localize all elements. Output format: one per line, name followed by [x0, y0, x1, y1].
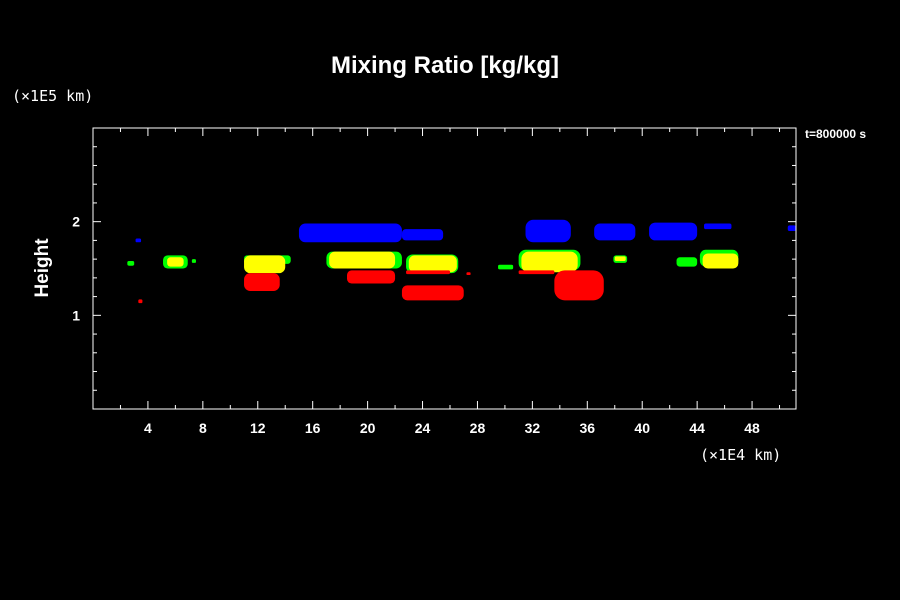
x-tick-label: 32 — [525, 420, 541, 436]
region-blue-2 — [525, 219, 571, 243]
x-tick-label: 4 — [144, 420, 152, 436]
region-blue-7 — [135, 238, 142, 243]
x-tick-labels: 4 8 12 16 20 24 28 32 36 40 44 48 — [144, 420, 760, 436]
region-red-26 — [554, 270, 604, 301]
region-red-17 — [347, 270, 396, 284]
region-blue-4 — [649, 222, 698, 241]
x-tick-label: 8 — [199, 420, 207, 436]
x-tick-label: 48 — [744, 420, 760, 436]
region-yellow-11 — [167, 257, 184, 267]
axis-ticks — [93, 128, 796, 409]
region-blue-0 — [298, 223, 402, 243]
x-tick-label: 16 — [305, 420, 321, 436]
y-axis-label: Height — [32, 238, 53, 298]
region-blue-3 — [594, 223, 636, 241]
plot-area — [92, 127, 797, 410]
region-green-10 — [191, 259, 196, 263]
region-yellow-16 — [329, 251, 396, 269]
region-yellow-28 — [614, 256, 626, 262]
region-yellow-24 — [521, 251, 578, 273]
region-blue-6 — [787, 225, 796, 232]
region-red-21 — [401, 285, 464, 301]
y-unit-label: (×1E5 km) — [12, 87, 93, 105]
x-unit-label: (×1E4 km) — [700, 446, 781, 464]
mixing-ratio-regions — [127, 219, 796, 304]
x-tick-label: 36 — [580, 420, 596, 436]
region-blue-1 — [401, 229, 444, 241]
y-tick-label: 1 — [72, 307, 80, 323]
y-tick-labels: 12 — [72, 214, 80, 324]
region-blue-5 — [704, 223, 732, 230]
region-green-22 — [498, 264, 514, 270]
region-green-29 — [676, 257, 698, 267]
x-tick-label: 12 — [250, 420, 266, 436]
time-label: t=800000 s — [805, 127, 866, 141]
region-red-32 — [138, 299, 143, 304]
x-tick-label: 20 — [360, 420, 376, 436]
region-red-14 — [244, 273, 280, 291]
x-tick-label: 28 — [470, 420, 486, 436]
region-yellow-13 — [244, 255, 286, 274]
plot-frame — [92, 127, 797, 410]
region-red-25 — [518, 270, 555, 275]
region-yellow-19 — [408, 255, 457, 273]
chart-title: Mixing Ratio [kg/kg] — [331, 52, 559, 79]
y-tick-label: 2 — [72, 214, 80, 230]
x-tick-label: 24 — [415, 420, 431, 436]
region-green-8 — [127, 261, 135, 266]
x-tick-label: 44 — [689, 420, 705, 436]
x-tick-label: 40 — [634, 420, 650, 436]
region-yellow-31 — [702, 253, 739, 269]
region-red-20 — [406, 270, 450, 275]
region-red-33 — [466, 272, 471, 276]
